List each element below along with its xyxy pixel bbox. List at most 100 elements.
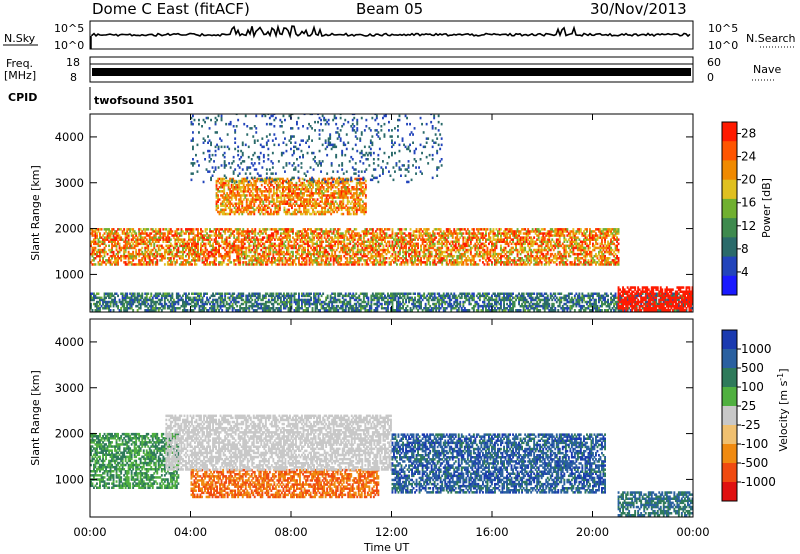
powerCells-cell xyxy=(313,248,315,252)
date-label: 30/Nov/2013 xyxy=(590,0,687,18)
powerCells-cell xyxy=(269,234,272,237)
powerCells-cell xyxy=(192,238,195,241)
powerCells-cell xyxy=(302,250,305,254)
powerCells-cell xyxy=(225,244,228,248)
powerCells-cell xyxy=(243,261,246,264)
powerCells-cell xyxy=(584,263,587,266)
powerCells-cell xyxy=(325,248,328,252)
powerCells-cell xyxy=(293,309,296,312)
powerCells-cell xyxy=(362,238,365,241)
powerCells-cell xyxy=(554,234,557,237)
powerCells-cell xyxy=(215,252,217,256)
powerCells-cell xyxy=(272,254,275,258)
powerCells-cell xyxy=(564,230,567,233)
powerCells-cell xyxy=(296,252,299,256)
powerCells-cell xyxy=(156,307,159,310)
powerCells-cell xyxy=(127,261,130,264)
powerCells-cell xyxy=(99,307,101,310)
powerCells-cell xyxy=(249,263,252,266)
powerCells-cell xyxy=(533,236,536,239)
powerCells-cell xyxy=(222,230,225,233)
powerCells-cell xyxy=(224,257,227,260)
powerCells-cell xyxy=(543,228,546,231)
powerCells-cell xyxy=(200,300,202,304)
powerCells-cell xyxy=(489,236,492,239)
powerCells-cell xyxy=(483,236,486,239)
powerCells-cell xyxy=(335,236,338,239)
powerCells-cell xyxy=(411,240,413,243)
powerCells-cell xyxy=(209,234,211,237)
powerCells-cell xyxy=(307,302,309,306)
powerCells-cell xyxy=(501,232,504,235)
powerCells-cell xyxy=(201,296,204,300)
powerCells-cell xyxy=(121,232,124,235)
powerCells-cell xyxy=(344,307,347,310)
powerCells-cell xyxy=(423,254,426,258)
powerCells-cell xyxy=(175,236,178,239)
powerCells-cell xyxy=(524,246,527,250)
powerCells-cell xyxy=(507,254,510,258)
powerCells-cell xyxy=(522,246,525,250)
powerCells-cell xyxy=(141,292,144,295)
powerCells-cell xyxy=(409,242,412,246)
powerCells-cell xyxy=(210,252,213,256)
powerCells-cell xyxy=(539,250,542,254)
powerCells-cell xyxy=(551,244,554,248)
powerCells-cell xyxy=(304,261,306,264)
powerCells-cell xyxy=(105,228,107,231)
powerCells-cell xyxy=(233,300,236,304)
powerCells-cell xyxy=(596,242,599,246)
powerCells-cell xyxy=(488,257,490,260)
powerCells-cell xyxy=(468,234,471,237)
powerCells-cell xyxy=(160,252,163,256)
powerCells-cell xyxy=(436,246,439,250)
powerCells-cell xyxy=(242,232,245,235)
powerCells-cell xyxy=(236,304,239,308)
powerCells-cell xyxy=(129,242,132,246)
powerCells-cell xyxy=(102,234,104,237)
powerCells-cell xyxy=(175,238,178,241)
powerCells-cell xyxy=(172,302,175,306)
powerCells-cell xyxy=(216,240,219,243)
powerCells-cell xyxy=(142,242,145,246)
powerCells-cell xyxy=(414,234,416,237)
powerCells-cell xyxy=(314,248,317,252)
powerCells-cell xyxy=(485,234,487,237)
powerCells-cell xyxy=(213,294,216,298)
powerCells-cell xyxy=(197,236,199,239)
powerCells-cell xyxy=(242,228,245,231)
powerCells-cell xyxy=(97,261,100,264)
powerCells-cell xyxy=(325,238,328,241)
powerCells-cell xyxy=(521,248,523,252)
powerCells-cell xyxy=(379,232,382,235)
powerCells-cell xyxy=(124,257,127,260)
powerCells-cell xyxy=(506,263,508,266)
powerCells-cell xyxy=(160,294,163,298)
powerCells-cell xyxy=(162,228,165,231)
powerCells-cell xyxy=(504,257,507,260)
powerCells-cell xyxy=(257,244,260,248)
powerCells-cell xyxy=(377,236,380,239)
powerCells-cell xyxy=(595,261,597,264)
powerCells-cell xyxy=(462,238,465,241)
powerCells-cell xyxy=(252,302,255,306)
powerCells-cell xyxy=(415,252,418,256)
powerCells-cell xyxy=(527,252,530,256)
powerCells-cell xyxy=(252,309,255,312)
powerCells-cell xyxy=(172,298,175,302)
powerCells-cell xyxy=(94,257,97,260)
powerCells-cell xyxy=(414,250,416,254)
powerCells-cell xyxy=(198,307,201,310)
powerCells-cell xyxy=(450,259,453,262)
powerCells-cell xyxy=(130,304,133,308)
powerCells-cell xyxy=(242,307,245,310)
powerCells-cell xyxy=(219,254,222,258)
powerCells-cell xyxy=(433,238,436,241)
powerCells-cell xyxy=(462,236,465,239)
powerCells-cell xyxy=(353,238,356,241)
powerCells-cell xyxy=(130,234,133,237)
powerCells-cell xyxy=(251,248,254,252)
powerCells-cell xyxy=(614,238,617,241)
powerCells-cell xyxy=(153,309,156,312)
